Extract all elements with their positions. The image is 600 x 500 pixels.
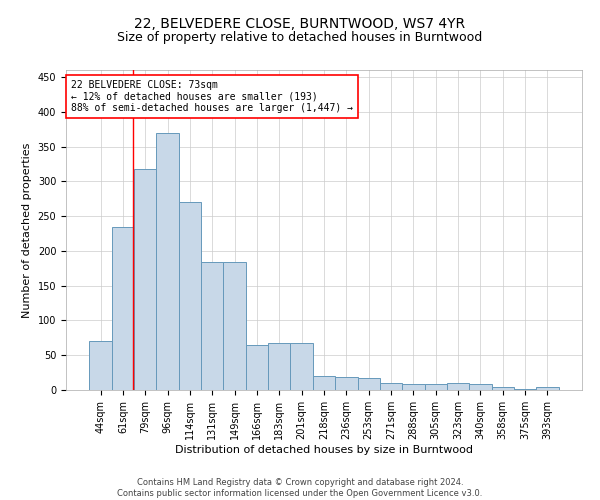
Bar [313,376,335,390]
Bar [112,226,134,390]
Bar [335,378,358,390]
Bar [223,262,246,390]
Bar [134,169,157,390]
Bar [402,384,425,390]
Y-axis label: Number of detached properties: Number of detached properties [22,142,32,318]
Bar [491,387,514,390]
Bar [536,387,559,390]
Bar [246,345,268,390]
Bar [268,344,290,390]
Bar [380,383,402,390]
Bar [290,342,313,390]
Bar [447,383,469,390]
Text: 22 BELVEDERE CLOSE: 73sqm
← 12% of detached houses are smaller (193)
88% of semi: 22 BELVEDERE CLOSE: 73sqm ← 12% of detac… [71,80,353,113]
Text: Contains HM Land Registry data © Crown copyright and database right 2024.
Contai: Contains HM Land Registry data © Crown c… [118,478,482,498]
Text: Size of property relative to detached houses in Burntwood: Size of property relative to detached ho… [118,31,482,44]
Bar [157,132,179,390]
Bar [89,342,112,390]
Bar [425,384,447,390]
Text: 22, BELVEDERE CLOSE, BURNTWOOD, WS7 4YR: 22, BELVEDERE CLOSE, BURNTWOOD, WS7 4YR [134,18,466,32]
Bar [179,202,201,390]
Bar [469,384,491,390]
Bar [358,378,380,390]
X-axis label: Distribution of detached houses by size in Burntwood: Distribution of detached houses by size … [175,444,473,454]
Bar [201,262,223,390]
